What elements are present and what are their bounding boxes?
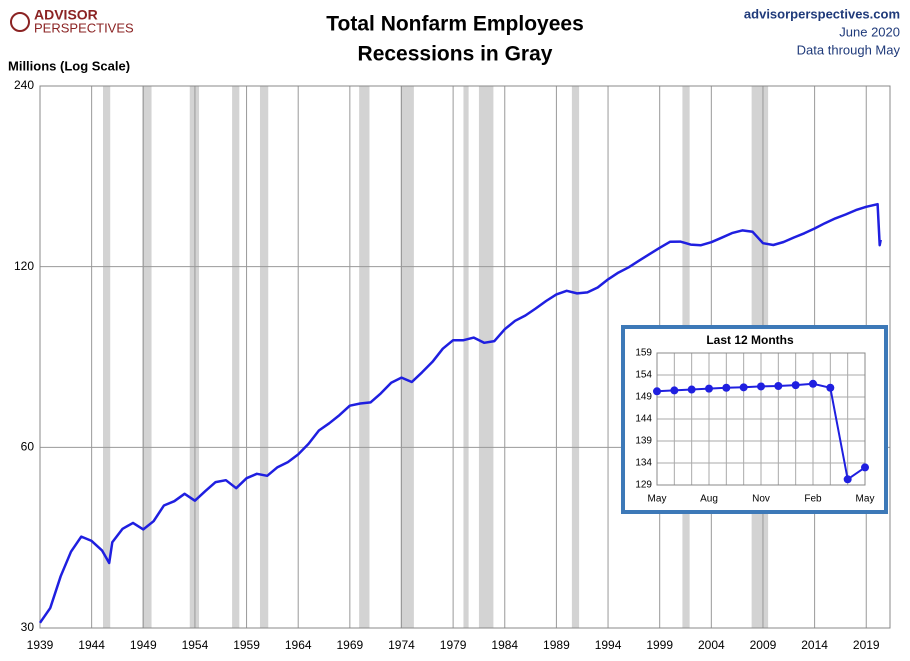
marker <box>861 463 869 472</box>
recession-band <box>463 86 469 628</box>
x-tick-label: 1979 <box>440 638 467 652</box>
x-tick-label: 2004 <box>698 638 725 652</box>
marker <box>809 379 817 388</box>
recession-band <box>103 86 111 628</box>
x-tick-label: May <box>648 494 667 505</box>
y-tick-label: 139 <box>635 436 652 447</box>
marker <box>843 475 852 484</box>
marker <box>722 383 731 392</box>
logo-bottom: PERSPECTIVES <box>34 20 134 35</box>
marker <box>739 383 748 392</box>
x-tick-label: 1984 <box>491 638 518 652</box>
y-tick-label: 149 <box>635 392 652 403</box>
y-tick-label: 120 <box>14 259 34 273</box>
recession-band <box>232 86 240 628</box>
logo-icon <box>10 12 30 32</box>
plot-border <box>656 352 866 486</box>
recession-band <box>400 86 414 628</box>
marker <box>670 386 679 395</box>
chart-subtitle: Recessions in Gray <box>358 43 553 66</box>
marker <box>705 384 713 393</box>
y-tick-label: 240 <box>14 78 34 92</box>
plot-border <box>39 85 891 629</box>
chart-title: Total Nonfarm Employees <box>326 13 584 36</box>
y-tick-label: 134 <box>635 458 652 469</box>
marker <box>687 385 696 394</box>
recession-band <box>142 86 152 628</box>
recession-band <box>571 86 580 628</box>
inset-plot: May Aug Nov Feb May 129 134 139 144 149 154 159 <box>635 348 874 505</box>
x-tick-label: 2019 <box>853 638 880 652</box>
x-tick-label: 1944 <box>78 638 105 652</box>
x-tick-label: 2014 <box>801 638 828 652</box>
y-tick-label: 129 <box>635 480 652 491</box>
x-tick-label: 1964 <box>285 638 312 652</box>
y-tick-label: 144 <box>635 414 652 425</box>
x-tick-label: 1954 <box>182 638 209 652</box>
y-axis-label: Millions (Log Scale) <box>8 58 130 73</box>
x-tick-label: 1959 <box>233 638 260 652</box>
x-tick-label: 1974 <box>388 638 415 652</box>
marker <box>653 387 661 396</box>
x-tick-label: 1994 <box>595 638 622 652</box>
y-tick-label: 30 <box>21 620 35 634</box>
y-tick-label: 154 <box>635 370 652 381</box>
x-tick-label: 1999 <box>646 638 673 652</box>
recession-band <box>259 86 269 628</box>
logo-top: ADVISOR <box>34 7 98 23</box>
x-tick-label: 1939 <box>27 638 54 652</box>
marker <box>826 383 835 392</box>
recession-band <box>478 86 494 628</box>
x-tick-label: Aug <box>700 494 718 505</box>
marker <box>774 382 783 390</box>
y-tick-label: 159 <box>635 348 652 359</box>
site: advisorperspectives.com <box>744 6 900 21</box>
recession-band <box>189 86 200 628</box>
data-note: Data through May <box>797 42 901 57</box>
x-tick-label: 1989 <box>543 638 570 652</box>
marker <box>791 381 800 390</box>
date: June 2020 <box>839 24 900 39</box>
x-tick-label: Feb <box>804 494 822 505</box>
y-tick-label: 60 <box>21 440 35 454</box>
x-tick-label: 1969 <box>336 638 363 652</box>
inset-title: Last 12 Months <box>706 333 794 347</box>
x-tick-label: 1949 <box>130 638 157 652</box>
x-tick-label: 2009 <box>750 638 777 652</box>
marker <box>757 382 765 391</box>
x-tick-label: May <box>856 494 875 505</box>
line <box>38 202 882 624</box>
x-tick-label: Nov <box>752 494 770 505</box>
recession-band <box>359 86 370 628</box>
